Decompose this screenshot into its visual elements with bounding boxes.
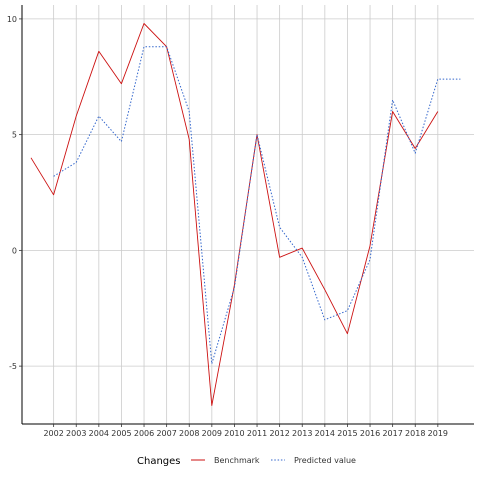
x-tick-label: 2011 (247, 429, 267, 438)
x-tick-label: 2010 (224, 429, 244, 438)
x-tick-label: 2004 (89, 429, 109, 438)
y-tick-label: 5 (12, 131, 17, 140)
x-tick-label: 2005 (111, 429, 131, 438)
x-tick-label: 2016 (360, 429, 380, 438)
legend: Changes Benchmark Predicted value (137, 456, 356, 467)
x-tick-label: 2014 (315, 429, 335, 438)
legend-label-benchmark: Benchmark (214, 456, 260, 465)
x-tick-label: 2002 (43, 429, 63, 438)
y-axis-ticks: -5 0 5 10 (7, 15, 22, 371)
x-axis-ticks: 2002 2003 2004 2005 2006 2007 2008 2009 2010 2011… (43, 424, 448, 438)
legend-label-predicted-value: Predicted value (294, 456, 356, 465)
grid-lines (22, 5, 474, 424)
benchmark-line (30, 23, 439, 406)
y-tick-label: -5 (9, 362, 17, 371)
x-tick-label: 2009 (202, 429, 222, 438)
x-tick-label: 2019 (428, 429, 448, 438)
x-tick-label: 2013 (292, 429, 312, 438)
x-tick-label: 2018 (405, 429, 425, 438)
series-lines (30, 23, 461, 406)
legend-items: Benchmark Predicted value (191, 456, 356, 465)
x-tick-label: 2006 (134, 429, 154, 438)
x-tick-label: 2003 (66, 429, 86, 438)
legend-title: Changes (137, 456, 181, 467)
y-tick-label: 10 (7, 15, 17, 24)
x-tick-label: 2012 (269, 429, 289, 438)
x-tick-label: 2007 (156, 429, 176, 438)
x-tick-label: 2015 (337, 429, 357, 438)
x-tick-label: 2017 (382, 429, 402, 438)
x-tick-label: 2008 (179, 429, 199, 438)
y-tick-label: 0 (12, 246, 17, 255)
